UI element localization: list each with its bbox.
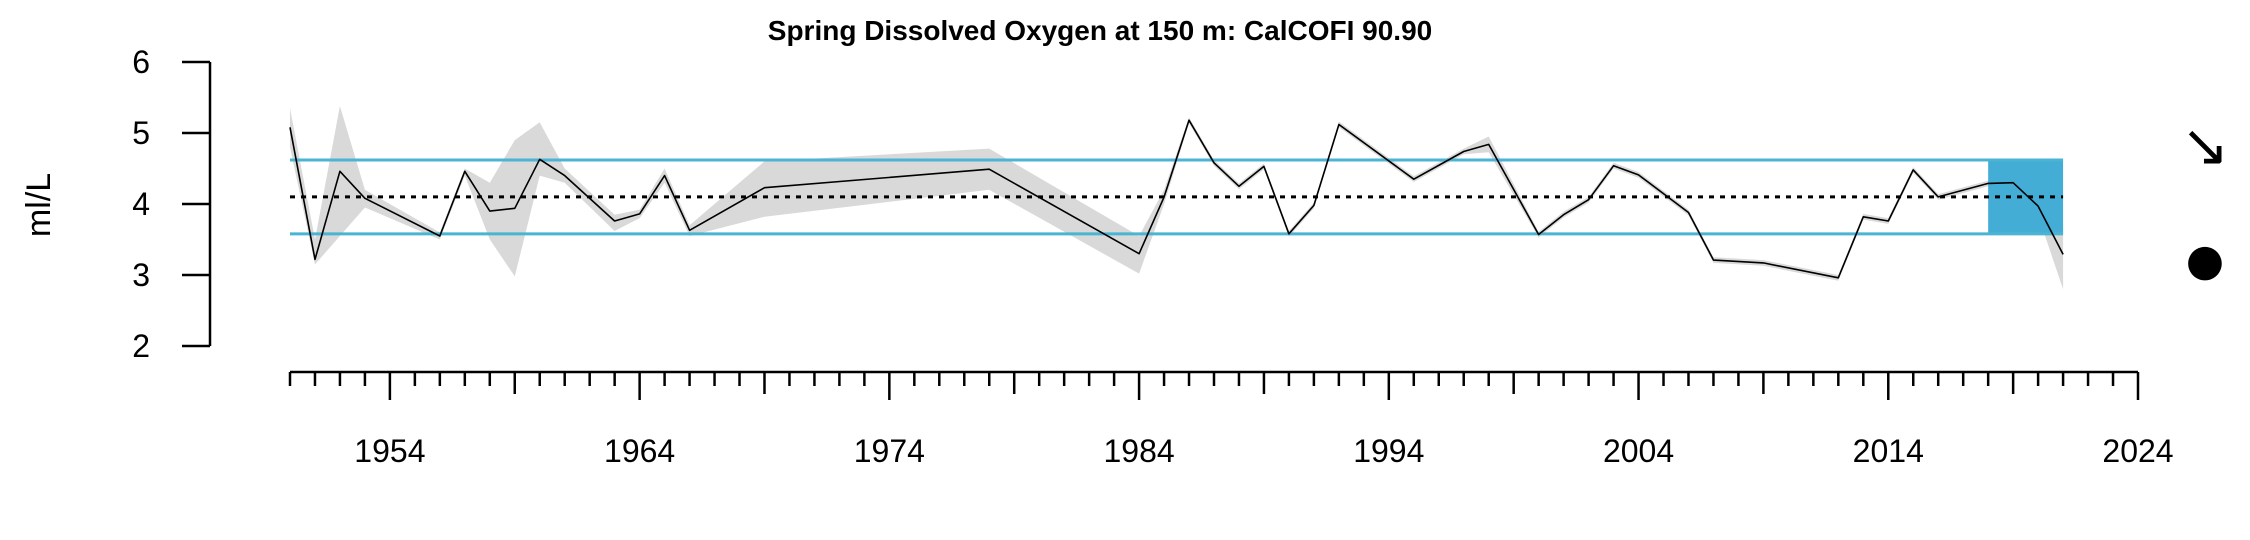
x-tick-label: 1994 bbox=[1353, 433, 1424, 469]
y-tick-label: 2 bbox=[132, 328, 150, 364]
y-axis-label: ml/L bbox=[20, 173, 58, 237]
x-tick-label: 2004 bbox=[1603, 433, 1674, 469]
y-axis: 2 3 4 5 6 bbox=[132, 44, 212, 364]
chart-title: Spring Dissolved Oxygen at 150 m: CalCOF… bbox=[768, 15, 1432, 46]
y-tick-label: 3 bbox=[132, 257, 150, 293]
x-tick-label: 1984 bbox=[1103, 433, 1174, 469]
x-axis: 1954 1964 1974 1984 1994 2004 2014 2024 bbox=[288, 370, 2174, 469]
plot-area bbox=[289, 106, 2064, 290]
mean-indicator-dot-icon: ● bbox=[2186, 235, 2224, 286]
trend-arrow-icon: ↘ bbox=[2181, 111, 2230, 179]
series-line bbox=[289, 119, 2064, 279]
x-tick-label: 1954 bbox=[354, 433, 425, 469]
y-tick-label: 6 bbox=[132, 44, 150, 80]
x-tick-label: 2014 bbox=[1853, 433, 1924, 469]
y-tick-label: 5 bbox=[132, 115, 150, 151]
x-tick-label: 1964 bbox=[604, 433, 675, 469]
y-tick-label: 4 bbox=[132, 186, 150, 222]
x-tick-label: 2024 bbox=[2102, 433, 2173, 469]
x-tick-label: 1974 bbox=[854, 433, 925, 469]
